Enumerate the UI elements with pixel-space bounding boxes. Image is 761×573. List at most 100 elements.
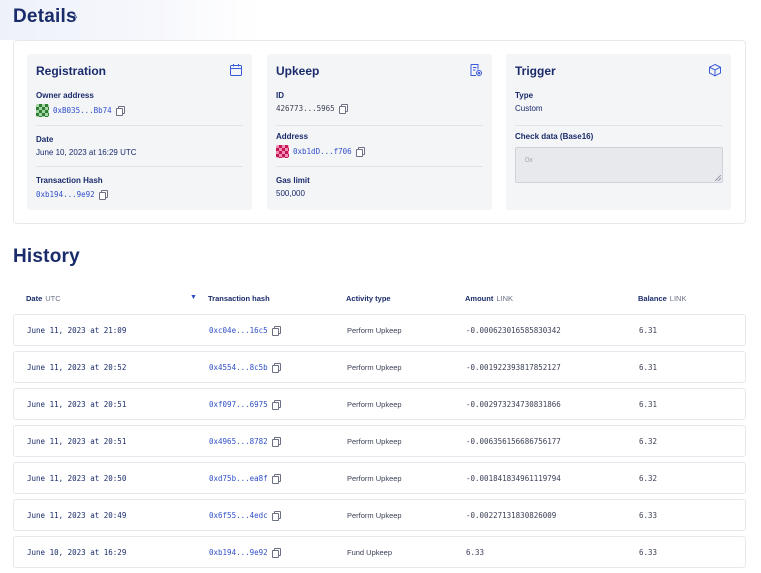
table-row: June 11, 2023 at 20:51 0xf097...6975 Per…: [13, 388, 746, 420]
copy-icon[interactable]: [98, 190, 108, 200]
column-header-transaction-hash: Transaction hash: [208, 294, 270, 303]
row-amount: -0.00227131830826009: [466, 511, 557, 520]
copy-icon[interactable]: [271, 511, 281, 521]
check-data-placeholder: 0x: [525, 155, 533, 164]
transaction-hash-label: Transaction Hash: [36, 176, 103, 185]
column-header-balance: Balance LINK: [638, 294, 687, 303]
row-balance: 6.33: [639, 548, 658, 557]
divider: [276, 125, 483, 126]
upkeep-card: Upkeep ID 426773...5965 Address 0xb1dD..…: [267, 54, 492, 210]
sort-descending-icon[interactable]: ▼: [190, 294, 197, 301]
date-value: June 10, 2023 at 16:29 UTC: [36, 148, 137, 157]
row-hash-cell: 0x4965...8782: [209, 437, 281, 447]
transaction-hash-link[interactable]: 0xb194...9e92: [36, 190, 95, 199]
copy-icon[interactable]: [115, 106, 125, 116]
copy-icon[interactable]: [271, 548, 281, 558]
upkeep-id-value: 426773...5965: [276, 104, 335, 113]
table-row: June 11, 2023 at 20:52 0x4554...8c5b Per…: [13, 351, 746, 383]
cube-icon: [708, 63, 722, 77]
row-activity: Perform Upkeep: [347, 474, 402, 483]
row-balance: 6.31: [639, 400, 658, 409]
details-title: Details: [13, 6, 77, 27]
upkeep-id-label: ID: [276, 91, 284, 100]
table-row: June 11, 2023 at 21:09 0xc04e...16c5 Per…: [13, 314, 746, 346]
column-header-date[interactable]: Date UTC: [26, 294, 61, 303]
copy-icon[interactable]: [271, 437, 281, 447]
header-background: [0, 0, 260, 40]
copy-icon[interactable]: [271, 326, 281, 336]
row-activity: Perform Upkeep: [347, 363, 402, 372]
registration-card: Registration Owner address 0xB035...Bb74…: [27, 54, 252, 210]
upkeep-address-link[interactable]: 0xb1dD...f706: [293, 147, 352, 156]
trigger-type-label: Type: [515, 91, 534, 100]
row-hash-cell: 0xc04e...16c5: [209, 326, 281, 336]
row-hash-cell: 0xd75b...ea8f: [209, 474, 281, 484]
row-hash-cell: 0xb194...9e92: [209, 548, 281, 558]
row-hash-link[interactable]: 0xf097...6975: [209, 400, 268, 409]
calendar-icon: [229, 63, 243, 77]
row-amount: -0.001841834961119794: [466, 474, 561, 483]
row-activity: Fund Upkeep: [347, 548, 393, 557]
owner-address-row: 0xB035...Bb74: [36, 104, 125, 117]
copy-icon[interactable]: [355, 147, 365, 157]
check-data-label: Check data (Base16): [515, 132, 594, 141]
owner-address-label: Owner address: [36, 91, 94, 100]
column-header-activity-type: Activity type: [346, 294, 391, 303]
upkeep-id-row: 426773...5965: [276, 104, 348, 114]
row-date: June 11, 2023 at 20:52: [27, 363, 127, 372]
copy-icon[interactable]: [338, 104, 348, 114]
row-balance: 6.31: [639, 363, 658, 372]
receipt-settings-icon: [469, 63, 483, 77]
row-activity: Perform Upkeep: [347, 437, 402, 446]
upkeep-title: Upkeep: [276, 64, 320, 78]
row-balance: 6.32: [639, 474, 658, 483]
check-data-textarea[interactable]: 0x: [515, 147, 723, 183]
table-row: June 11, 2023 at 20:51 0x4965...8782 Per…: [13, 425, 746, 457]
row-date: June 11, 2023 at 20:49: [27, 511, 127, 520]
copy-icon[interactable]: [271, 363, 281, 373]
row-balance: 6.31: [639, 326, 658, 335]
row-hash-link[interactable]: 0xd75b...ea8f: [209, 474, 268, 483]
row-hash-link[interactable]: 0x4554...8c5b: [209, 363, 268, 372]
row-balance: 6.33: [639, 511, 658, 520]
row-hash-link[interactable]: 0x4965...8782: [209, 437, 268, 446]
divider: [276, 166, 483, 167]
upkeep-avatar: [276, 145, 289, 158]
resize-handle-icon[interactable]: [715, 175, 721, 181]
upkeep-address-row: 0xb1dD...f706: [276, 145, 365, 158]
row-date: June 10, 2023 at 16:29: [27, 548, 127, 557]
row-amount: -0.006356156686756177: [466, 437, 561, 446]
registration-title: Registration: [36, 64, 107, 78]
row-hash-cell: 0x6f55...4edc: [209, 511, 281, 521]
row-amount: -0.001922393817852127: [466, 363, 561, 372]
upkeep-address-label: Address: [276, 132, 309, 141]
table-row: June 11, 2023 at 20:49 0x6f55...4edc Per…: [13, 499, 746, 531]
divider: [36, 125, 243, 126]
row-date: June 11, 2023 at 20:50: [27, 474, 127, 483]
column-header-amount: Amount LINK: [465, 294, 514, 303]
table-row: June 11, 2023 at 20:50 0xd75b...ea8f Per…: [13, 462, 746, 494]
divider: [36, 166, 243, 167]
collapse-caret-icon[interactable]: ^: [73, 13, 78, 23]
table-row: June 10, 2023 at 16:29 0xb194...9e92 Fun…: [13, 536, 746, 568]
copy-icon[interactable]: [271, 400, 281, 410]
gas-limit-label: Gas limit: [276, 176, 310, 185]
trigger-type-value: Custom: [515, 104, 543, 113]
row-hash-link[interactable]: 0xb194...9e92: [209, 548, 268, 557]
row-activity: Perform Upkeep: [347, 400, 402, 409]
history-title: History: [13, 246, 80, 267]
row-date: June 11, 2023 at 20:51: [27, 400, 127, 409]
row-hash-link[interactable]: 0xc04e...16c5: [209, 326, 268, 335]
row-hash-link[interactable]: 0x6f55...4edc: [209, 511, 268, 520]
date-label: Date: [36, 135, 54, 144]
row-balance: 6.32: [639, 437, 658, 446]
row-amount: -0.000623016585830342: [466, 326, 561, 335]
copy-icon[interactable]: [271, 474, 281, 484]
owner-address-link[interactable]: 0xB035...Bb74: [53, 106, 112, 115]
row-date: June 11, 2023 at 21:09: [27, 326, 127, 335]
row-activity: Perform Upkeep: [347, 511, 402, 520]
divider: [515, 125, 722, 126]
row-hash-cell: 0xf097...6975: [209, 400, 281, 410]
row-amount: -0.002973234730831866: [466, 400, 561, 409]
trigger-card: Trigger Type Custom Check data (Base16) …: [506, 54, 731, 210]
